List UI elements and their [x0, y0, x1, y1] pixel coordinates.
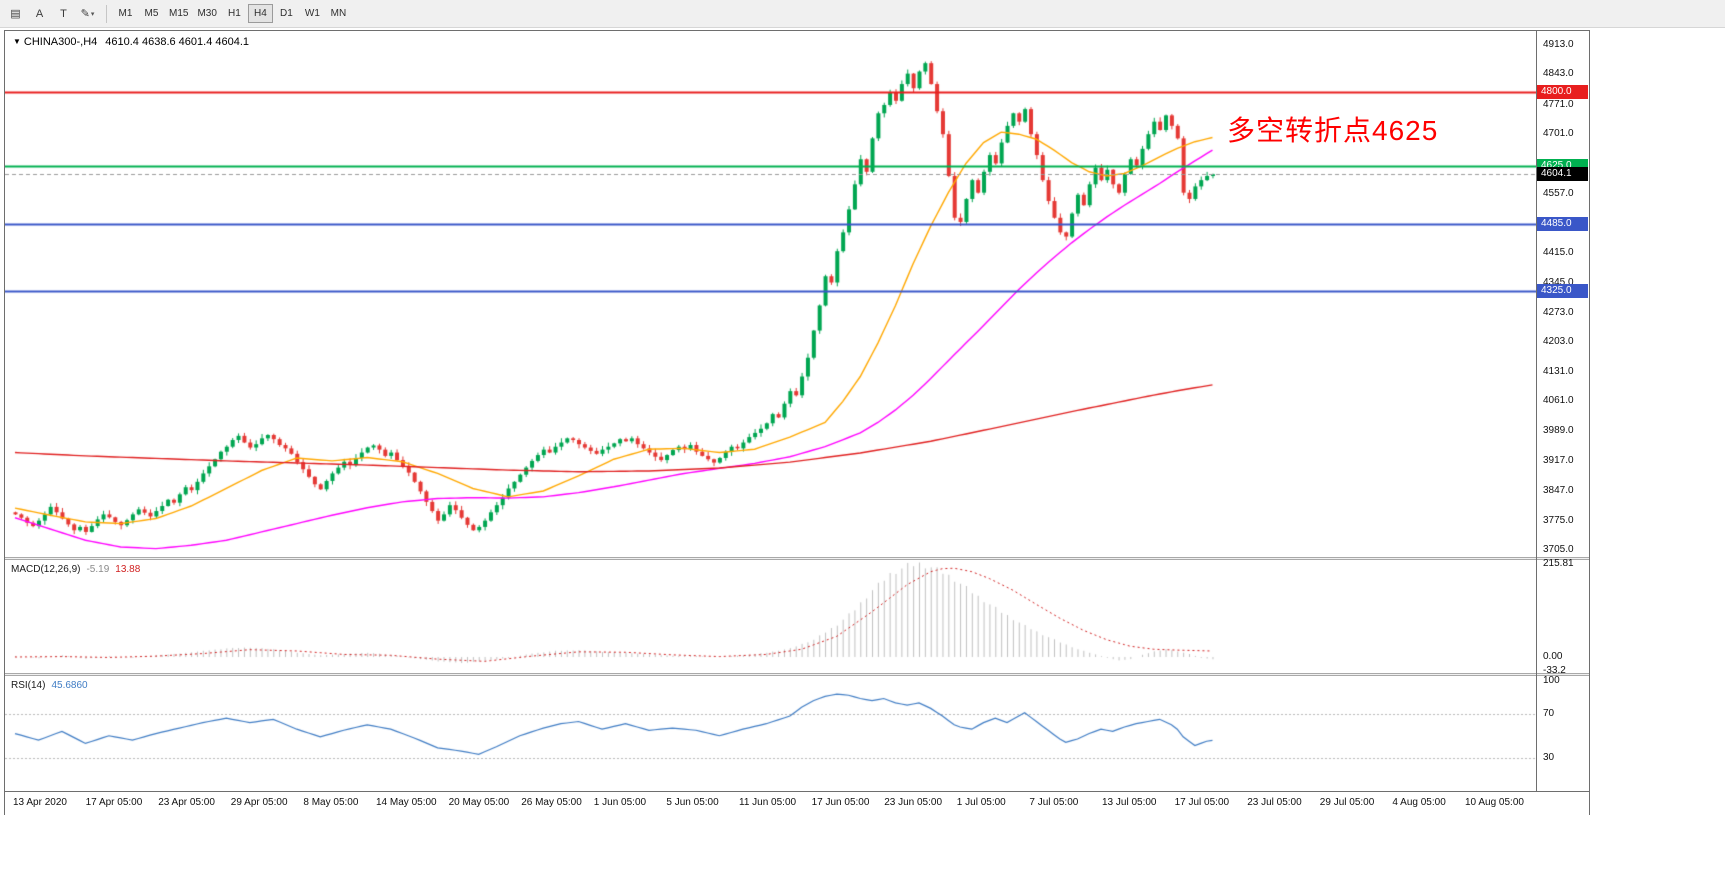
panel-divider[interactable] — [5, 673, 1589, 676]
timeframe-h1-button[interactable]: H1 — [228, 8, 241, 19]
toolbar: ▤ A T ✎ ▾ M1 M5 M15 M30 H1 H4 D1 W1 MN — [0, 0, 1725, 28]
time-axis-label: 1 Jun 05:00 — [593, 797, 647, 808]
price-axis-separator — [1536, 31, 1537, 791]
price-tick: 4415.0 — [1543, 247, 1574, 259]
price-tick: 4557.0 — [1543, 187, 1574, 199]
macd-axis-tick: 0.00 — [1543, 651, 1563, 662]
time-axis-label: 23 Jul 05:00 — [1247, 797, 1302, 808]
toolbar-separator — [106, 4, 107, 23]
timeframe-m15-button[interactable]: M15 — [169, 8, 189, 19]
timeframe-d1-button[interactable]: D1 — [280, 8, 293, 19]
time-axis-label: 4 Aug 05:00 — [1392, 797, 1446, 808]
chart-title: ▼ CHINA300-,H4 4610.4 4638.6 4601.4 4604.1 — [13, 36, 249, 48]
time-axis-label: 1 Jul 05:00 — [956, 797, 1006, 808]
rsi-indicator-label: RSI(14) 45.6860 — [11, 680, 88, 691]
price-tick: 4701.0 — [1543, 127, 1574, 139]
price-level-badge: 4800.0 — [1537, 85, 1588, 100]
timeframe-m30-button[interactable]: M30 — [197, 8, 217, 19]
macd-panel-canvas[interactable] — [5, 560, 1536, 673]
time-axis-label: 29 Apr 05:00 — [230, 797, 288, 808]
price-axis[interactable]: 4913.0 4843.0 4771.0 4701.0 4557.0 4415.0 4345… — [1537, 31, 1590, 791]
price-tick: 3989.0 — [1543, 425, 1574, 437]
price-tick: 4843.0 — [1543, 68, 1574, 80]
price-tick: 4131.0 — [1543, 365, 1574, 377]
price-tick: 4273.0 — [1543, 306, 1574, 318]
macd-signal-value: 13.88 — [115, 564, 141, 575]
time-axis-label: 14 May 05:00 — [376, 797, 437, 808]
time-axis-label: 10 Aug 05:00 — [1465, 797, 1524, 808]
chart-window[interactable]: ▼ CHINA300-,H4 4610.4 4638.6 4601.4 4604.1… — [4, 30, 1590, 815]
timeframe-w1-button[interactable]: W1 — [304, 8, 320, 19]
text-tool-button[interactable]: T — [60, 7, 67, 20]
rsi-axis-tick: 30 — [1543, 751, 1555, 763]
price-level-badge: 4604.1 — [1537, 167, 1588, 182]
time-axis-label: 23 Apr 05:00 — [158, 797, 215, 808]
time-axis[interactable]: 13 Apr 2020 17 Apr 05:00 23 Apr 05:00 29 Ap… — [5, 791, 1589, 815]
macd-main-value: -5.19 — [86, 564, 110, 575]
time-axis-label: 13 Jul 05:00 — [1102, 797, 1157, 808]
chevron-down-icon: ▾ — [90, 10, 95, 18]
price-tick: 4061.0 — [1543, 395, 1574, 407]
tool-icons: ▤ A T ✎ ▾ — [4, 3, 100, 24]
rsi-panel-canvas[interactable] — [5, 676, 1536, 791]
time-axis-label: 29 Jul 05:00 — [1319, 797, 1375, 808]
time-axis-label: 20 May 05:00 — [448, 797, 510, 808]
price-tick: 3917.0 — [1543, 455, 1574, 467]
time-axis-label: 11 Jun 05:00 — [739, 797, 797, 808]
time-axis-label: 23 Jun 05:00 — [884, 797, 943, 808]
macd-indicator-label: MACD(12,26,9) -5.19 13.88 — [11, 564, 140, 575]
price-tick: 3705.0 — [1543, 543, 1574, 555]
price-level-badge: 4485.0 — [1537, 217, 1588, 232]
price-tick: 4345.0 — [1543, 276, 1574, 288]
rsi-axis-tick: 100 — [1543, 675, 1560, 686]
price-tick: 3775.0 — [1543, 514, 1574, 526]
timeframe-buttons: M1 M5 M15 M30 H1 H4 D1 W1 MN — [113, 4, 352, 23]
time-axis-label: 17 Apr 05:00 — [85, 797, 143, 808]
timeframe-mn-button[interactable]: MN — [330, 8, 347, 19]
price-level-badge: 4325.0 — [1537, 283, 1588, 298]
time-axis-label: 17 Jul 05:00 — [1174, 797, 1230, 808]
macd-axis-tick: 215.81 — [1543, 558, 1574, 569]
ohlc-values: 4610.4 4638.6 4601.4 4604.1 — [105, 36, 250, 48]
drawing-tools-button[interactable]: ✎ ▾ — [80, 8, 95, 20]
cursor-tool-button[interactable]: A — [35, 7, 44, 20]
macd-name: MACD(12,26,9) — [11, 564, 81, 575]
time-axis-label: 13 Apr 2020 — [13, 797, 67, 808]
time-axis-label: 7 Jul 05:00 — [1029, 797, 1079, 808]
time-axis-label: 5 Jun 05:00 — [666, 797, 719, 808]
symbol-period-label: CHINA300-,H4 — [23, 36, 98, 48]
panel-divider[interactable] — [5, 557, 1589, 560]
charts-menu-button[interactable]: ▤ — [10, 8, 21, 20]
time-axis-label: 26 May 05:00 — [521, 797, 582, 808]
time-axis-label: 17 Jun 05:00 — [811, 797, 870, 808]
price-tick: 4203.0 — [1543, 335, 1574, 347]
price-tick: 4913.0 — [1543, 39, 1574, 51]
timeframe-h4-button[interactable]: H4 — [247, 4, 273, 23]
price-chart-canvas[interactable] — [5, 31, 1536, 557]
time-axis-label: 8 May 05:00 — [303, 797, 359, 808]
rsi-name: RSI(14) — [11, 680, 46, 691]
price-tick: 4771.0 — [1543, 98, 1574, 110]
rsi-value: 45.6860 — [51, 680, 88, 691]
price-tick: 3847.0 — [1543, 484, 1574, 496]
chart-annotation-text: 多空转折点4625 — [1227, 115, 1439, 146]
macd-axis-tick: -33.2 — [1543, 665, 1566, 677]
timeframe-m1-button[interactable]: M1 — [118, 8, 133, 19]
collapse-icon[interactable]: ▼ — [13, 37, 21, 46]
rsi-axis-tick: 70 — [1543, 707, 1555, 719]
timeframe-m5-button[interactable]: M5 — [144, 8, 159, 19]
